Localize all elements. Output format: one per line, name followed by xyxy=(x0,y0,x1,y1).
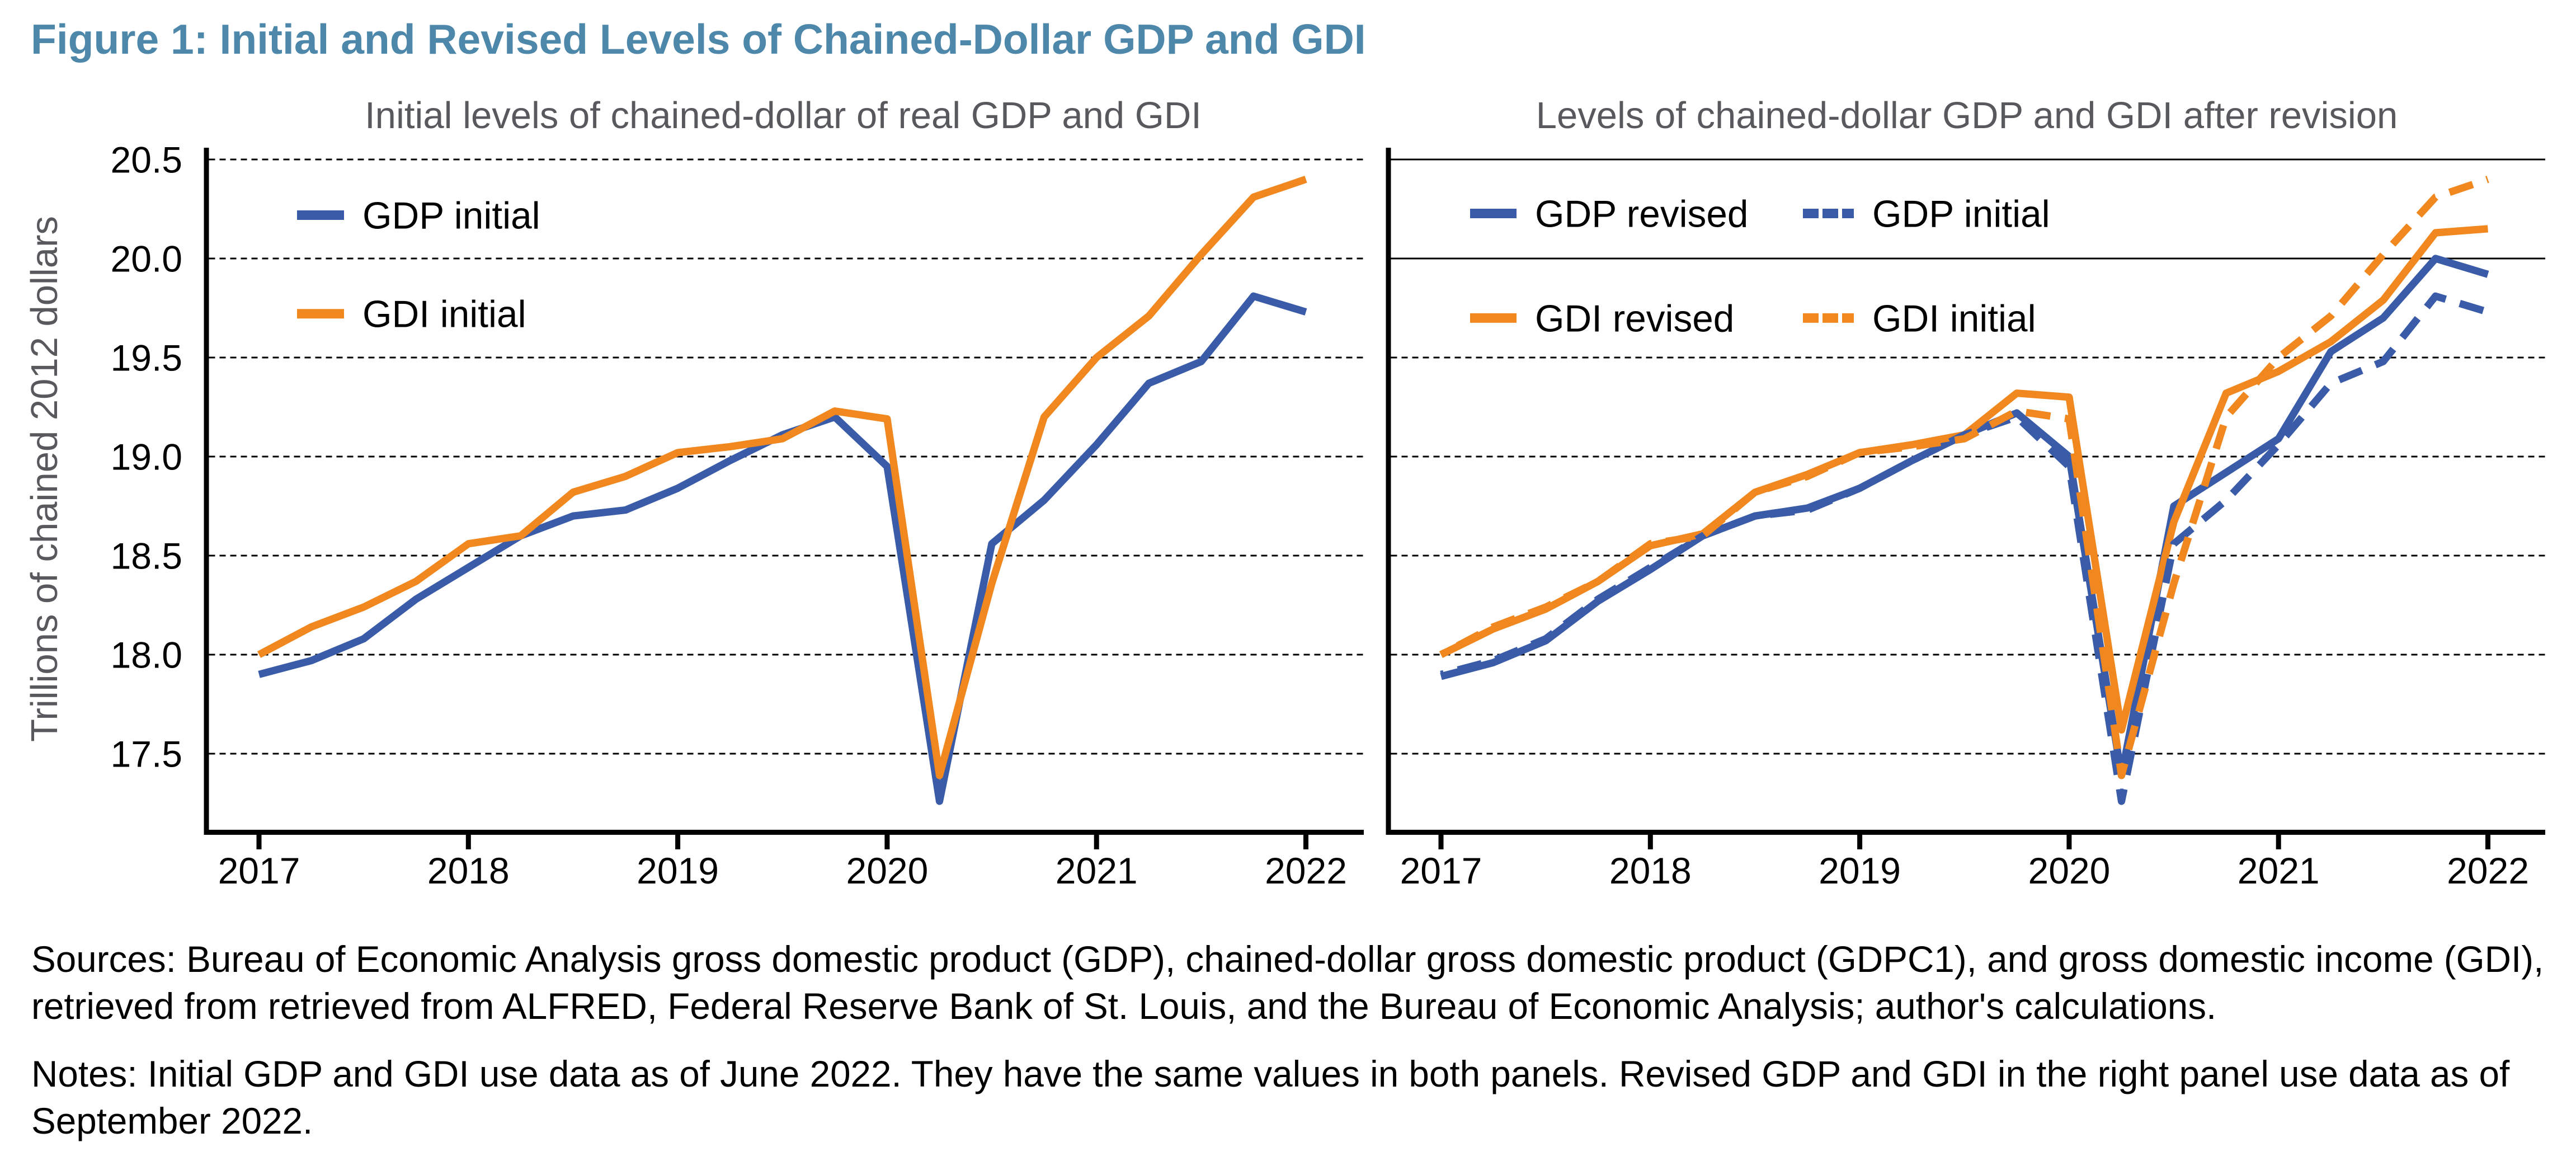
svg-text:Initial levels of chained-doll: Initial levels of chained-dollar of real… xyxy=(365,95,1202,137)
svg-text:2022: 2022 xyxy=(1265,850,1347,891)
svg-text:2017: 2017 xyxy=(1400,850,1482,891)
svg-text:Trillions of chained 2012 doll: Trillions of chained 2012 dollars xyxy=(23,216,65,742)
svg-text:Figure 1: Initial and Revised: Figure 1: Initial and Revised Levels of … xyxy=(31,16,1366,63)
svg-text:September 2022.: September 2022. xyxy=(31,1101,313,1141)
svg-text:2020: 2020 xyxy=(846,850,928,891)
svg-text:2019: 2019 xyxy=(1819,850,1901,891)
svg-text:18.0: 18.0 xyxy=(111,634,182,676)
svg-text:20.5: 20.5 xyxy=(111,139,182,181)
svg-text:GDP initial: GDP initial xyxy=(362,195,540,237)
svg-text:GDP initial: GDP initial xyxy=(1872,194,2050,236)
svg-text:2021: 2021 xyxy=(2238,850,2320,891)
svg-text:2021: 2021 xyxy=(1056,850,1138,891)
svg-text:18.5: 18.5 xyxy=(111,535,182,577)
svg-text:17.5: 17.5 xyxy=(111,734,182,775)
svg-text:Notes: Initial GDP and GDI use: Notes: Initial GDP and GDI use data as o… xyxy=(31,1054,2510,1094)
svg-text:2019: 2019 xyxy=(637,850,719,891)
svg-text:2018: 2018 xyxy=(427,850,510,891)
svg-text:retrieved from retrieved from: retrieved from retrieved from ALFRED, Fe… xyxy=(31,986,2216,1027)
svg-text:Sources: Bureau of Economic An: Sources: Bureau of Economic Analysis gro… xyxy=(31,939,2544,980)
svg-text:2020: 2020 xyxy=(2028,850,2110,891)
svg-text:20.0: 20.0 xyxy=(111,238,182,280)
svg-text:2022: 2022 xyxy=(2447,850,2529,891)
svg-text:Levels of chained-dollar GDP a: Levels of chained-dollar GDP and GDI aft… xyxy=(1536,95,2398,137)
svg-text:GDP revised: GDP revised xyxy=(1535,194,1748,236)
svg-text:GDI revised: GDI revised xyxy=(1535,298,1734,340)
svg-text:GDI initial: GDI initial xyxy=(362,294,526,336)
svg-text:19.0: 19.0 xyxy=(111,436,182,478)
svg-text:2017: 2017 xyxy=(218,850,300,891)
svg-text:19.5: 19.5 xyxy=(111,337,182,379)
svg-text:2018: 2018 xyxy=(1609,850,1692,891)
svg-text:GDI initial: GDI initial xyxy=(1872,298,2036,340)
